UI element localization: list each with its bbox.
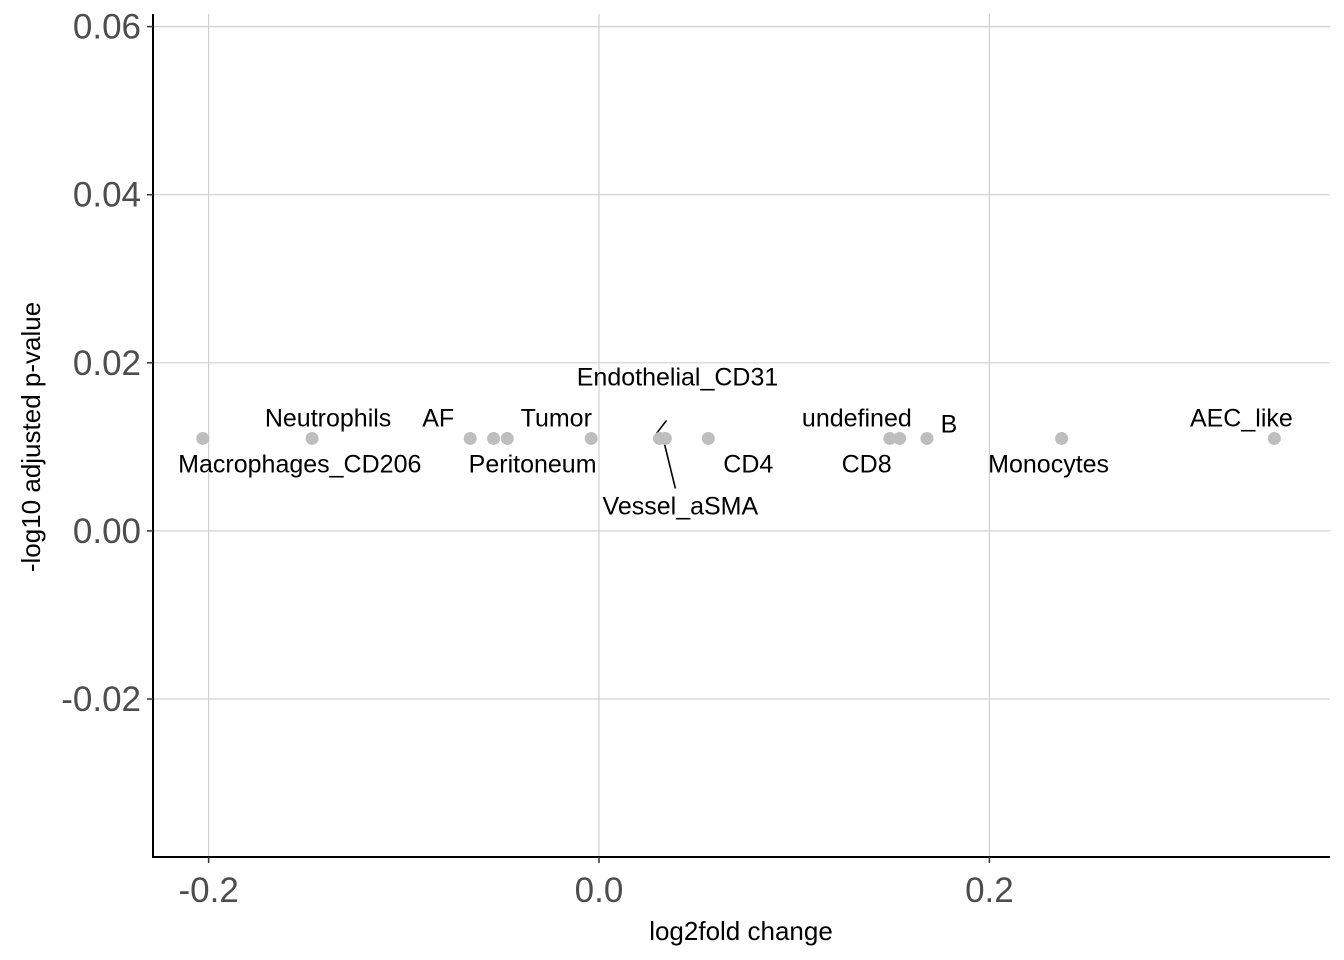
label-leader-line <box>663 443 677 489</box>
y-tick-label: 0.00 <box>73 512 141 551</box>
data-point <box>893 431 907 445</box>
point-labels: Macrophages_CD206 Neutrophils AF Peritoneum… <box>178 363 1293 520</box>
point-label: Vessel_aSMA <box>603 492 759 520</box>
data-point <box>305 431 319 445</box>
point-label: Peritoneum <box>469 450 597 478</box>
point-label: Macrophages_CD206 <box>178 450 421 478</box>
point-label: Tumor <box>521 404 592 432</box>
x-tick-label: 0.2 <box>965 871 1014 910</box>
y-axis-title: -log10 adjusted p-value <box>16 302 46 572</box>
label-leader-line <box>655 419 668 434</box>
point-label: CD8 <box>842 450 892 478</box>
y-tick-label: 0.06 <box>73 8 141 47</box>
data-point <box>1055 431 1069 445</box>
data-point <box>463 431 477 445</box>
point-label: B <box>941 410 958 438</box>
data-point <box>584 431 598 445</box>
y-axis-ticks: -0.02 0.00 0.02 0.04 0.06 <box>61 8 153 719</box>
data-point <box>1267 431 1281 445</box>
point-label: Monocytes <box>988 450 1109 478</box>
point-label: AF <box>422 404 454 432</box>
y-tick-label: 0.02 <box>73 344 141 383</box>
x-axis-title: log2fold change <box>649 916 833 946</box>
data-point <box>500 431 514 445</box>
data-point <box>196 431 210 445</box>
point-label: CD4 <box>723 450 773 478</box>
axes <box>152 14 1330 858</box>
point-label: AEC_like <box>1190 404 1293 432</box>
point-label: Endothelial_CD31 <box>577 363 779 391</box>
x-tick-label: -0.2 <box>178 871 238 910</box>
y-tick-label: -0.02 <box>61 680 141 719</box>
data-points <box>196 431 1281 445</box>
data-point <box>920 431 934 445</box>
gridlines <box>153 14 1330 857</box>
data-point <box>487 431 501 445</box>
x-tick-label: 0.0 <box>575 871 624 910</box>
label-leader-lines <box>655 419 677 489</box>
data-point <box>658 431 672 445</box>
data-point <box>883 431 897 445</box>
point-label: undefined <box>802 404 912 432</box>
y-tick-label: 0.04 <box>73 176 141 215</box>
point-label: Neutrophils <box>265 404 391 432</box>
x-axis-ticks: -0.2 0.0 0.2 <box>178 857 1014 910</box>
data-point <box>701 431 715 445</box>
